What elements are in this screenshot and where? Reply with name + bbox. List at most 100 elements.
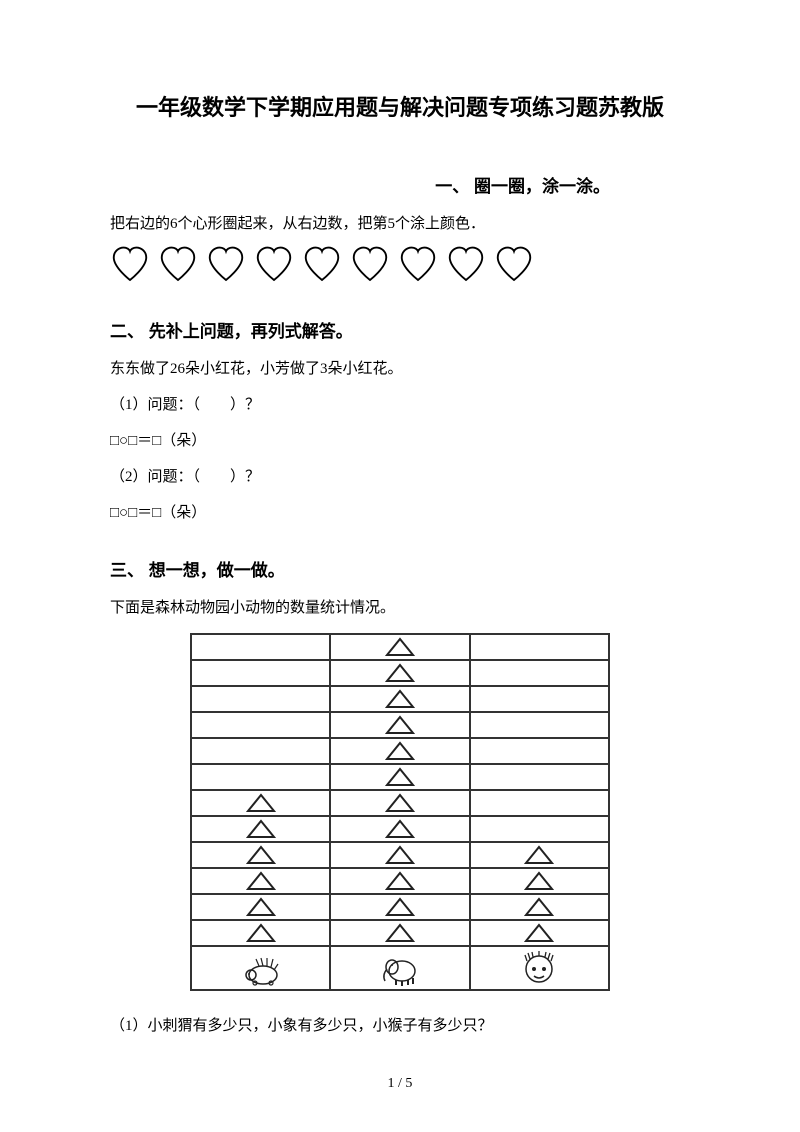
- heart-icon: [206, 245, 246, 285]
- chart-cell: [470, 894, 609, 920]
- section-3-q1: （1）小刺猬有多少只，小象有多少只，小猴子有多少只？: [110, 1011, 690, 1041]
- chart-label-cell: [191, 946, 330, 990]
- triangle-icon: [384, 715, 416, 735]
- hedgehog-icon: [241, 949, 281, 987]
- section-1-heading: 一、 圈一圈，涂一涂。: [110, 172, 690, 197]
- chart-cell: [470, 712, 609, 738]
- chart-cell: [330, 764, 469, 790]
- heart-icon: [398, 245, 438, 285]
- chart-cell: [191, 920, 330, 946]
- triangle-icon: [523, 871, 555, 891]
- table-row: [191, 946, 609, 990]
- chart-table: [190, 633, 610, 991]
- section-3: 三、 想一想，做一做。 下面是森林动物园小动物的数量统计情况。: [110, 556, 690, 1041]
- triangle-icon: [245, 819, 277, 839]
- section-2-q1-formula: □○□＝□（朵）: [110, 426, 690, 456]
- chart-cell: [470, 660, 609, 686]
- chart-cell: [330, 894, 469, 920]
- chart-cell: [191, 660, 330, 686]
- chart-cell: [191, 816, 330, 842]
- section-2-q1-label: （1）问题：（ ）？: [110, 390, 690, 420]
- heart-icon: [494, 245, 534, 285]
- table-row: [191, 738, 609, 764]
- heart-icon: [350, 245, 390, 285]
- section-2: 二、 先补上问题，再列式解答。 东东做了26朵小红花，小芳做了3朵小红花。 （1…: [110, 317, 690, 528]
- chart-cell: [330, 920, 469, 946]
- triangle-icon: [384, 845, 416, 865]
- section-2-intro: 东东做了26朵小红花，小芳做了3朵小红花。: [110, 354, 690, 384]
- table-row: [191, 894, 609, 920]
- table-row: [191, 790, 609, 816]
- section-2-q2-label: （2）问题：（ ）？: [110, 462, 690, 492]
- hearts-row: [110, 245, 690, 285]
- triangle-icon: [384, 663, 416, 683]
- triangle-icon: [245, 793, 277, 813]
- chart-cell: [191, 894, 330, 920]
- chart-cell: [330, 686, 469, 712]
- page-number: 1 / 5: [0, 1076, 800, 1092]
- chart-cell: [191, 634, 330, 660]
- heart-icon: [110, 245, 150, 285]
- triangle-icon: [384, 689, 416, 709]
- triangle-icon: [384, 637, 416, 657]
- page-title: 一年级数学下学期应用题与解决问题专项练习题苏教版: [110, 90, 690, 122]
- triangle-icon: [384, 793, 416, 813]
- triangle-icon: [523, 897, 555, 917]
- section-1-instruction: 把右边的6个心形圈起来，从右边数，把第5个涂上颜色．: [110, 209, 690, 239]
- chart-cell: [330, 790, 469, 816]
- chart-cell: [330, 738, 469, 764]
- table-row: [191, 868, 609, 894]
- chart-cell: [470, 686, 609, 712]
- chart-cell: [470, 816, 609, 842]
- triangle-icon: [384, 741, 416, 761]
- triangle-icon: [245, 897, 277, 917]
- chart-cell: [470, 842, 609, 868]
- chart-cell: [470, 790, 609, 816]
- chart-cell: [470, 634, 609, 660]
- heart-icon: [302, 245, 342, 285]
- table-row: [191, 764, 609, 790]
- section-1: 一、 圈一圈，涂一涂。 把右边的6个心形圈起来，从右边数，把第5个涂上颜色．: [110, 172, 690, 285]
- section-2-q2-formula: □○□＝□（朵）: [110, 498, 690, 528]
- triangle-icon: [384, 767, 416, 787]
- chart-label-cell: [330, 946, 469, 990]
- triangle-icon: [384, 897, 416, 917]
- heart-icon: [158, 245, 198, 285]
- chart-cell: [191, 790, 330, 816]
- section-2-heading: 二、 先补上问题，再列式解答。: [110, 317, 690, 342]
- triangle-icon: [523, 845, 555, 865]
- chart-cell: [191, 712, 330, 738]
- triangle-icon: [384, 871, 416, 891]
- chart-container: [190, 633, 610, 991]
- chart-cell: [191, 764, 330, 790]
- table-row: [191, 920, 609, 946]
- table-row: [191, 634, 609, 660]
- chart-cell: [330, 868, 469, 894]
- chart-cell: [470, 868, 609, 894]
- chart-cell: [330, 712, 469, 738]
- section-3-heading: 三、 想一想，做一做。: [110, 556, 690, 581]
- triangle-icon: [384, 819, 416, 839]
- triangle-icon: [245, 871, 277, 891]
- table-row: [191, 712, 609, 738]
- elephant-icon: [380, 949, 420, 987]
- triangle-icon: [245, 923, 277, 943]
- triangle-icon: [384, 923, 416, 943]
- chart-cell: [191, 738, 330, 764]
- chart-cell: [470, 920, 609, 946]
- chart-cell: [470, 738, 609, 764]
- chart-label-cell: [470, 946, 609, 990]
- table-row: [191, 686, 609, 712]
- chart-cell: [191, 868, 330, 894]
- section-3-intro: 下面是森林动物园小动物的数量统计情况。: [110, 593, 690, 623]
- chart-cell: [330, 842, 469, 868]
- heart-icon: [446, 245, 486, 285]
- chart-cell: [470, 764, 609, 790]
- table-row: [191, 816, 609, 842]
- chart-cell: [330, 634, 469, 660]
- monkey-icon: [519, 949, 559, 987]
- chart-cell: [191, 686, 330, 712]
- heart-icon: [254, 245, 294, 285]
- table-row: [191, 660, 609, 686]
- table-row: [191, 842, 609, 868]
